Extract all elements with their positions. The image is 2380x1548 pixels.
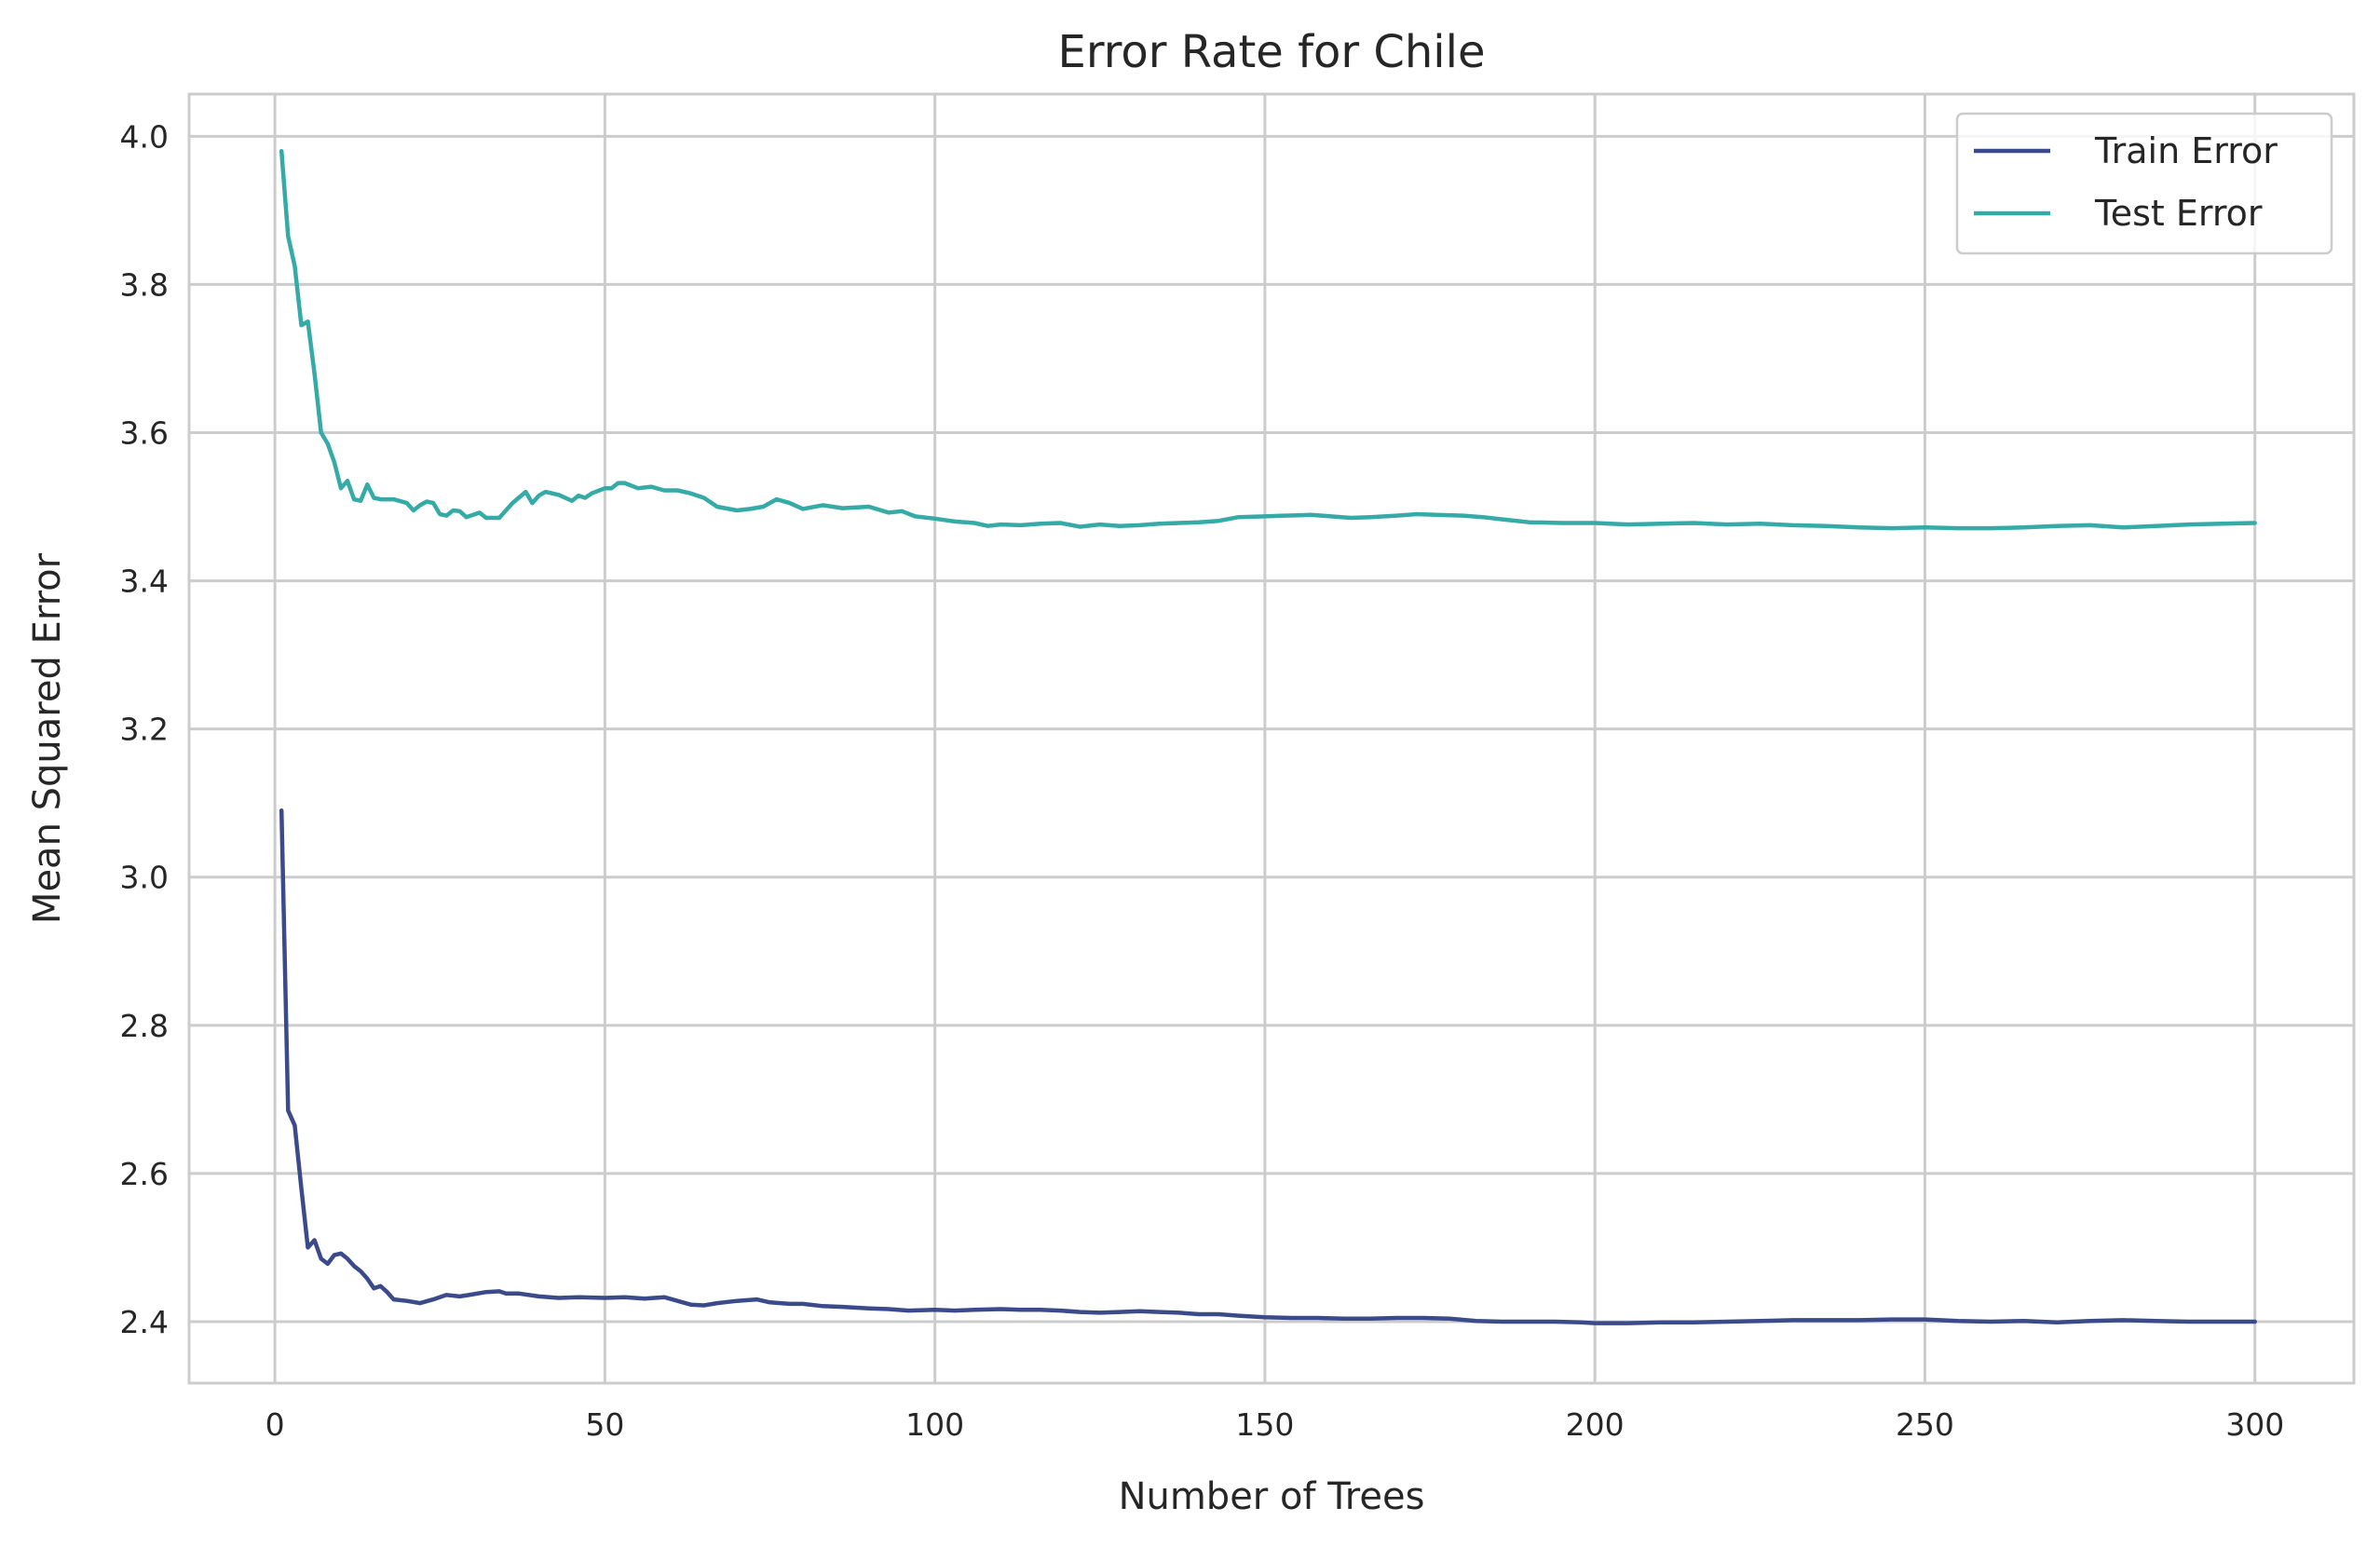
series-line-test [279,148,2257,531]
y-tick-label: 3.6 [120,414,169,451]
x-tick-label: 200 [1566,1406,1625,1443]
chart-title: Error Rate for Chile [1058,26,1486,78]
legend: Train Error Test Error [1955,112,2333,255]
x-tick-label: 250 [1896,1406,1954,1443]
x-tick-label: 0 [265,1406,285,1443]
y-tick-label: 3.2 [120,712,169,748]
x-tick-labels: 0 50 100 150 200 250 300 [265,1406,2285,1443]
legend-label-train: Train Error [2094,130,2278,171]
y-tick-label: 4.0 [120,118,169,155]
series-line-train [279,808,2257,1325]
legend-label-test: Test Error [2094,193,2263,234]
x-tick-label: 150 [1235,1406,1294,1443]
plot-frame [187,92,2356,1385]
y-tick-label: 3.8 [120,266,169,303]
y-tick-label: 2.6 [120,1156,169,1192]
gridlines [189,94,2354,1383]
y-axis-title: Mean Squared Error [26,552,69,924]
y-tick-label: 3.4 [120,564,169,600]
x-tick-label: 300 [2225,1406,2284,1443]
series-lines [279,148,2257,1325]
x-tick-label: 50 [585,1406,624,1443]
y-tick-labels: 2.4 2.6 2.8 3.0 3.2 3.4 3.6 3.8 4.0 [120,118,169,1340]
x-axis-title: Number of Trees [1119,1475,1425,1518]
y-tick-label: 3.0 [120,860,169,896]
legend-box [1955,112,2333,255]
y-tick-label: 2.4 [120,1304,169,1340]
y-tick-label: 2.8 [120,1008,169,1044]
x-tick-label: 100 [905,1406,964,1443]
